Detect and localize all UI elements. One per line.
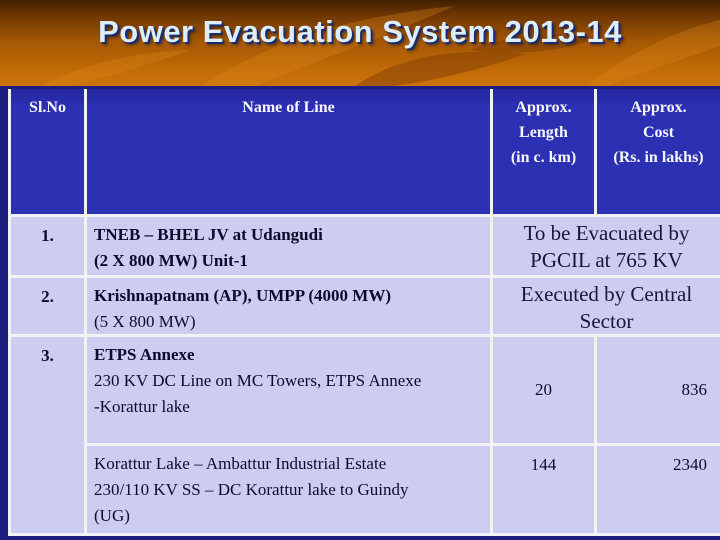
header-line: Cost xyxy=(642,124,675,141)
cell-name-row2: Krishnapatnam (AP), UMPP (4000 MW) (5 X … xyxy=(87,278,490,334)
cell-cost-row3: 836 xyxy=(597,337,720,443)
header-cell-name-of-line: Name of Line xyxy=(87,89,490,214)
cell-length-row3: 20 xyxy=(493,337,594,443)
name-line: TNEB – BHEL JV at Udangudi xyxy=(94,225,323,244)
cell-slno-row1: 1. xyxy=(11,217,84,275)
note-line: To be Evacuated by xyxy=(523,221,690,245)
header-cell-slno: Sl.No xyxy=(11,89,84,214)
cell-slno-row2: 2. xyxy=(11,278,84,334)
header-line: Approx. xyxy=(515,99,572,116)
name-line: Krishnapatnam (AP), UMPP (4000 MW) xyxy=(94,286,392,305)
cell-slno-row3: 3. xyxy=(11,337,84,533)
name-line: 230 KV DC Line on MC Towers, ETPS Annexe xyxy=(94,371,422,390)
name-line: Korattur Lake – Ambattur Industrial Esta… xyxy=(94,454,387,473)
cell-note-row1: To be Evacuated by PGCIL at 765 KV xyxy=(493,217,720,275)
note-line: Sector xyxy=(579,309,634,333)
header-line: Approx. xyxy=(630,99,687,116)
header-line: (Rs. in lakhs) xyxy=(613,149,704,166)
header-line: Sl.No xyxy=(29,99,66,116)
header-line: Length xyxy=(519,124,568,141)
note-line: Executed by Central xyxy=(520,282,693,306)
power-lines-table: Sl.No Name of Line Approx. Length (in c.… xyxy=(8,89,720,536)
name-line: (5 X 800 MW) xyxy=(94,312,196,331)
header-line: Name of Line xyxy=(242,99,335,116)
cell-length-row4: 144 xyxy=(493,446,594,533)
name-line: (2 X 800 MW) Unit-1 xyxy=(94,251,248,270)
header-cell-approx-length: Approx. Length (in c. km) xyxy=(493,89,594,214)
cell-name-row1: TNEB – BHEL JV at Udangudi (2 X 800 MW) … xyxy=(87,217,490,275)
name-line: 230/110 KV SS – DC Korattur lake to Guin… xyxy=(94,480,409,499)
cost-value: 2340 xyxy=(673,455,707,474)
cell-name-row4: Korattur Lake – Ambattur Industrial Esta… xyxy=(87,446,490,533)
header-line: (in c. km) xyxy=(510,149,577,166)
name-line: ETPS Annexe xyxy=(94,345,195,364)
cell-cost-row4: 2340 xyxy=(597,446,720,533)
note-line: PGCIL at 765 KV xyxy=(530,248,683,272)
cell-name-row3: ETPS Annexe 230 KV DC Line on MC Towers,… xyxy=(87,337,490,443)
leaf-decoration-graphic xyxy=(40,6,720,86)
name-line: -Korattur lake xyxy=(94,397,190,416)
slide-title: Power Evacuation System 2013-14 xyxy=(98,14,622,49)
length-value: 20 xyxy=(535,380,552,399)
header-cell-approx-cost: Approx. Cost (Rs. in lakhs) xyxy=(597,89,720,214)
name-line: (UG) xyxy=(94,506,130,525)
title-band: Power Evacuation System 2013-14 xyxy=(0,0,720,86)
length-value: 144 xyxy=(530,455,557,474)
cell-note-row2: Executed by Central Sector xyxy=(493,278,720,334)
cost-value: 836 xyxy=(681,380,708,399)
